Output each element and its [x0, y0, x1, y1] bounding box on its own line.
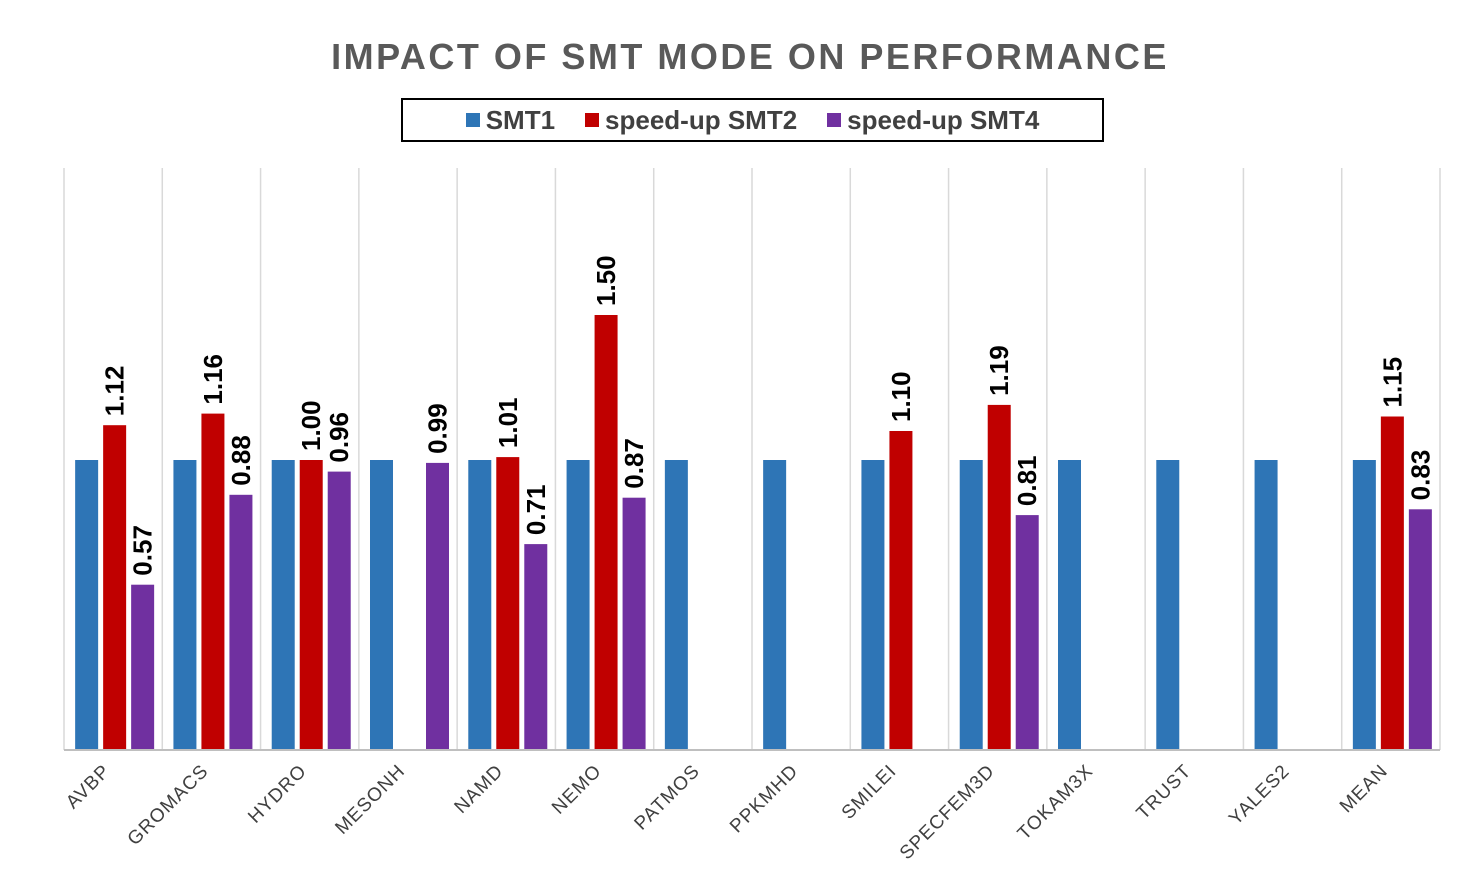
- data-label-avbp-speed-up-smt2: 1.12: [100, 366, 130, 417]
- category-label-trust: TRUST: [1133, 761, 1196, 824]
- bar-nemo-speed-up-smt4: [622, 497, 646, 750]
- data-label-mean-speed-up-smt2: 1.15: [1377, 357, 1407, 408]
- bar-mean-smt1: [1352, 460, 1376, 750]
- bar-namd-smt1: [468, 460, 492, 750]
- bar-gromacs-speed-up-smt4: [229, 494, 253, 750]
- bar-trust-smt1: [1156, 460, 1180, 750]
- category-label-tokam3x: TOKAM3X: [1014, 761, 1098, 845]
- legend-item-smt1: SMT1: [465, 104, 556, 136]
- legend-swatch-smt4: [827, 113, 842, 127]
- bar-hydro-speed-up-smt2: [299, 460, 323, 750]
- legend-swatch-smt1: [465, 113, 480, 127]
- bar-mean-speed-up-smt4: [1408, 509, 1432, 750]
- legend-item-smt4: speed-up SMT4: [827, 105, 1039, 136]
- category-label-hydro: HYDRO: [244, 761, 311, 828]
- data-label-namd-speed-up-smt2: 1.01: [493, 397, 523, 448]
- legend: SMT1 speed-up SMT2 speed-up SMT4: [401, 98, 1104, 142]
- bar-mean-speed-up-smt2: [1380, 416, 1404, 750]
- category-label-specfem3d: SPECFEM3D: [896, 761, 999, 864]
- bar-hydro-speed-up-smt4: [327, 471, 351, 750]
- chart-title: IMPACT OF SMT MODE ON PERFORMANCE: [331, 36, 1169, 77]
- category-label-avbp: AVBP: [62, 761, 115, 814]
- data-label-hydro-speed-up-smt4: 0.96: [324, 412, 354, 463]
- category-label-yales2: YALES2: [1225, 761, 1294, 830]
- data-label-mesonh-speed-up-smt4: 0.99: [423, 403, 453, 454]
- bar-namd-speed-up-smt4: [524, 544, 548, 750]
- bar-smilei-smt1: [861, 460, 885, 750]
- bar-mesonh-smt1: [370, 460, 393, 750]
- legend-label-smt4: speed-up SMT4: [847, 104, 1040, 135]
- bar-avbp-speed-up-smt2: [103, 425, 127, 750]
- bar-tokam3x-smt1: [1058, 460, 1081, 750]
- bar-avbp-smt1: [75, 460, 99, 750]
- category-label-ppkmhd: PPKMHD: [726, 761, 803, 838]
- data-label-gromacs-speed-up-smt4: 0.88: [226, 435, 256, 486]
- bar-gromacs-speed-up-smt2: [201, 413, 225, 750]
- category-label-gromacs: GROMACS: [124, 761, 213, 850]
- bar-avbp-speed-up-smt4: [131, 584, 155, 750]
- data-label-nemo-speed-up-smt2: 1.50: [591, 255, 621, 306]
- bar-patmos-smt1: [664, 460, 688, 750]
- data-label-namd-speed-up-smt4: 0.71: [521, 484, 551, 535]
- bar-mesonh-speed-up-smt4: [426, 462, 449, 750]
- bar-nemo-speed-up-smt2: [594, 315, 618, 750]
- bar-namd-speed-up-smt2: [496, 457, 520, 750]
- category-label-mesonh: MESONH: [331, 761, 409, 839]
- data-label-avbp-speed-up-smt4: 0.57: [128, 525, 158, 576]
- bar-specfem3d-speed-up-smt2: [987, 404, 1011, 750]
- data-label-hydro-speed-up-smt2: 1.00: [296, 400, 326, 451]
- legend-label-smt2: speed-up SMT2: [605, 104, 798, 135]
- category-label-mean: MEAN: [1336, 761, 1393, 818]
- bar-nemo-smt1: [566, 460, 590, 750]
- data-label-smilei-speed-up-smt2: 1.10: [886, 371, 916, 422]
- data-label-specfem3d-speed-up-smt4: 0.81: [1012, 455, 1042, 506]
- bar-yales2-smt1: [1254, 460, 1278, 750]
- category-label-nemo: NEMO: [548, 761, 606, 819]
- category-label-smilei: SMILEI: [838, 761, 901, 824]
- category-label-namd: NAMD: [451, 761, 508, 818]
- data-label-specfem3d-speed-up-smt2: 1.19: [984, 345, 1014, 396]
- data-label-mean-speed-up-smt4: 0.83: [1405, 450, 1435, 501]
- data-label-nemo-speed-up-smt4: 0.87: [619, 438, 649, 489]
- data-label-gromacs-speed-up-smt2: 1.16: [198, 354, 228, 405]
- bar-specfem3d-speed-up-smt4: [1015, 515, 1039, 750]
- bar-gromacs-smt1: [173, 460, 197, 750]
- bar-smilei-speed-up-smt2: [889, 431, 913, 750]
- bar-ppkmhd-smt1: [763, 460, 787, 750]
- legend-item-smt2: speed-up SMT2: [585, 105, 797, 136]
- bar-specfem3d-smt1: [959, 460, 983, 750]
- bar-hydro-smt1: [271, 460, 295, 750]
- legend-swatch-smt2: [585, 113, 600, 127]
- category-label-patmos: PATMOS: [631, 761, 705, 835]
- legend-label-smt1: SMT1: [485, 104, 556, 135]
